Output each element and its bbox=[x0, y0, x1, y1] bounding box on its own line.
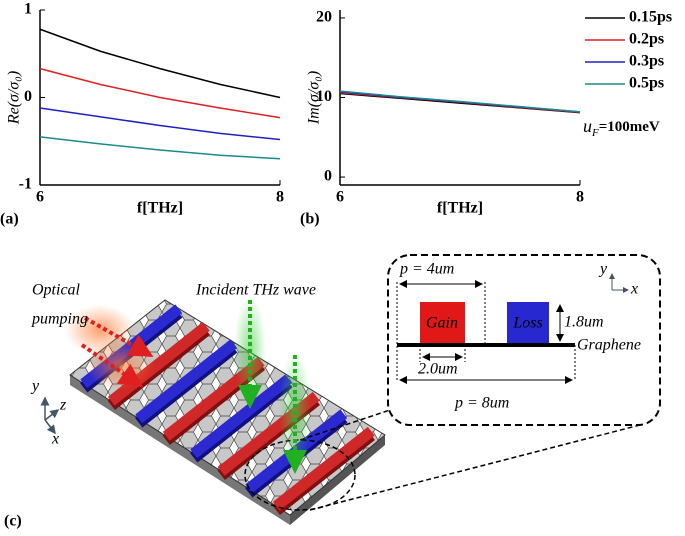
height-label: 1.8um bbox=[564, 314, 604, 331]
zoom-region bbox=[244, 439, 356, 511]
graphene-label: Graphene bbox=[577, 337, 641, 354]
loss-bar bbox=[190, 374, 293, 459]
pump-glow bbox=[85, 340, 155, 390]
loss-bar bbox=[135, 339, 238, 424]
x-tick-label: 6 bbox=[336, 189, 344, 206]
panel-label: (c) bbox=[4, 513, 22, 530]
y-axis-label: Im(σ/σ₀) bbox=[306, 71, 323, 125]
series-line bbox=[339, 90, 581, 113]
annotation-subscript: F bbox=[591, 127, 599, 139]
pump-label: Optical bbox=[32, 282, 81, 299]
panel-label: (b) bbox=[300, 211, 320, 228]
gain-bar bbox=[272, 426, 375, 511]
legend-label: 0.5ps bbox=[629, 75, 664, 92]
legend-label: 0.2ps bbox=[629, 31, 664, 48]
x-axis-label: f[THz] bbox=[137, 200, 183, 217]
annotation-symbol: u bbox=[583, 116, 592, 136]
annotation-text: =100meV bbox=[599, 119, 660, 135]
loss-label: Loss bbox=[512, 315, 542, 332]
series-line bbox=[39, 67, 281, 119]
pump-arrow bbox=[84, 316, 154, 357]
series-line bbox=[39, 28, 281, 99]
device-diagram: Optical pumping Incident THz wave y z x … bbox=[4, 282, 641, 530]
legend-label: 0.3ps bbox=[629, 53, 664, 70]
width-label: 2.0um bbox=[418, 361, 458, 378]
slab-edge bbox=[290, 435, 385, 525]
axis-label: y bbox=[30, 378, 40, 395]
slab-edge bbox=[70, 375, 290, 525]
axis-label: y bbox=[598, 261, 608, 278]
y-tick-label: 10 bbox=[316, 88, 332, 105]
axis-arrow bbox=[44, 409, 60, 421]
panel-label: (a) bbox=[0, 211, 19, 228]
wave-label: Incident THz wave bbox=[195, 282, 316, 299]
period-label: p = 4um bbox=[399, 261, 454, 278]
zoom-line bbox=[309, 424, 641, 511]
unit-cell-inset: p = 4um Gain Loss 1.8um Graphene 2.0um p… bbox=[387, 254, 661, 426]
x-axis-label: f[THz] bbox=[437, 200, 483, 217]
axis-arrow bbox=[44, 419, 56, 435]
gain-label: Gain bbox=[426, 315, 458, 332]
axis-label: x bbox=[630, 281, 638, 298]
pump-arrow bbox=[80, 343, 144, 388]
x-tick-label: 8 bbox=[576, 189, 584, 206]
x-tick-label: 6 bbox=[36, 189, 44, 206]
pump-label: pumping bbox=[31, 311, 88, 328]
axis-label: z bbox=[59, 397, 67, 414]
x-tick-label: 8 bbox=[276, 189, 284, 206]
charts: -1 0 1 6 8 f[THz] Re(σ/σ₀) (a) 0 10 20 6 8 f[THz] Im(σ… bbox=[0, 1, 672, 228]
legend-label: 0.15ps bbox=[629, 9, 672, 26]
annotation: uF=100meV bbox=[583, 116, 660, 138]
axis-label: x bbox=[51, 431, 59, 448]
y-tick-label: 0 bbox=[324, 168, 332, 185]
y-tick-label: 20 bbox=[316, 9, 332, 26]
y-axis-label: Re(σ/σ₀) bbox=[6, 71, 23, 125]
series-line bbox=[39, 107, 281, 141]
wave-glow bbox=[279, 350, 311, 470]
gain-block bbox=[420, 302, 465, 344]
series-line bbox=[39, 136, 281, 160]
y-tick-label: 0 bbox=[24, 88, 32, 105]
period-label: p = 8um bbox=[454, 395, 509, 412]
y-tick-label: 1 bbox=[24, 1, 32, 18]
y-tick-label: -1 bbox=[19, 176, 32, 193]
loss-block bbox=[507, 302, 549, 344]
